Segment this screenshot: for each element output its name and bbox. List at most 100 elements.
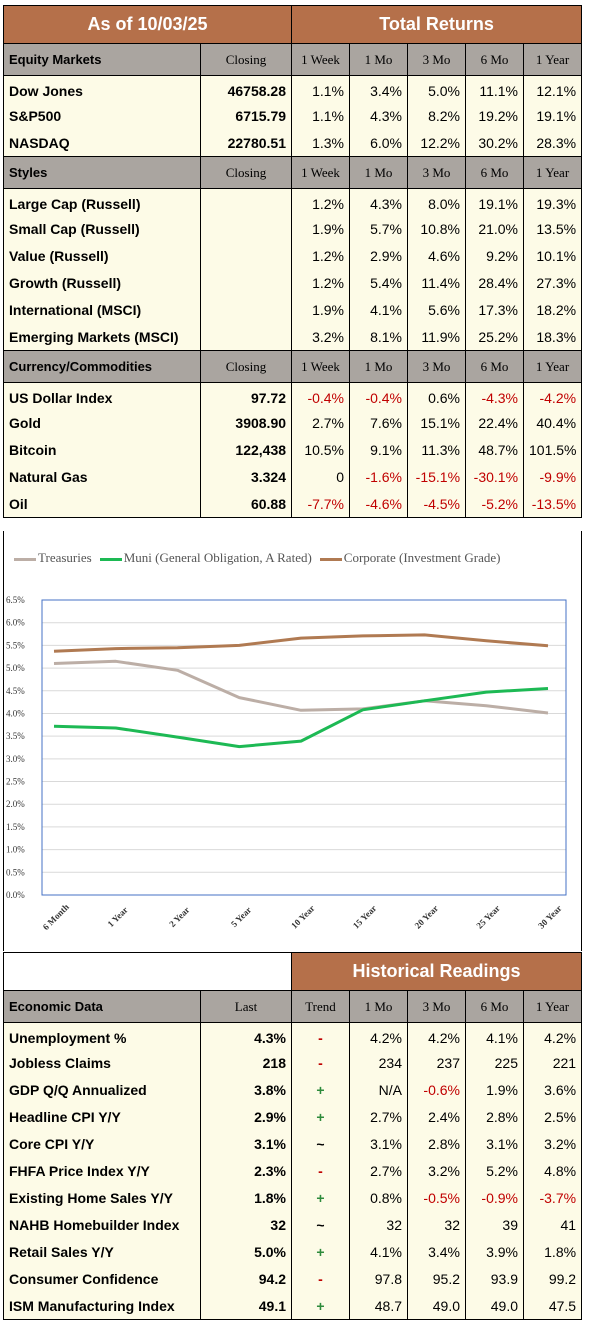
- return-value: 18.3%: [523, 323, 583, 351]
- column-header: Closing: [199, 43, 293, 76]
- column-header: 1 Year: [523, 43, 583, 76]
- return-value: 1.2%: [291, 269, 351, 297]
- return-value: -0.4%: [291, 382, 351, 410]
- trend-indicator: ~: [291, 1211, 350, 1239]
- row-label: GDP Q/Q Annualized: [3, 1076, 201, 1104]
- column-header: 3 Mo: [407, 990, 466, 1023]
- table-row: Large Cap (Russell) 1.2% 4.3% 8.0% 19.1% 19.3…: [3, 188, 583, 216]
- total-returns-title: Total Returns: [291, 5, 583, 44]
- row-label: Retail Sales Y/Y: [3, 1238, 201, 1266]
- row-label: Emerging Markets (MSCI): [3, 323, 201, 351]
- reading-value: 4.1%: [349, 1238, 408, 1266]
- return-value: 9.1%: [349, 436, 409, 464]
- return-value: 4.6%: [407, 242, 467, 270]
- column-header: 3 Mo: [407, 350, 467, 383]
- return-value: 2.7%: [291, 409, 351, 437]
- table-row: Existing Home Sales Y/Y 1.8% +0.8% -0.5% -0.…: [3, 1184, 583, 1212]
- y-tick-label: 6.0%: [6, 618, 25, 628]
- closing-value: 6715.79: [199, 102, 293, 130]
- reading-value: N/A: [349, 1076, 408, 1104]
- column-header: 6 Mo: [465, 156, 525, 189]
- reading-value: 3.6%: [522, 1076, 583, 1104]
- x-tick-label: 5 Year: [229, 905, 253, 929]
- return-value: 12.2%: [407, 129, 467, 157]
- row-label: Dow Jones: [3, 75, 201, 103]
- y-tick-label: 4.0%: [6, 708, 25, 718]
- return-value: 4.3%: [349, 188, 409, 216]
- return-value: 40.4%: [523, 409, 583, 437]
- column-header: Last: [200, 990, 292, 1023]
- row-label: Bitcoin: [3, 436, 201, 464]
- yield-chart-svg: 0.0% 0.5% 1.0% 1.5% 2.0% 2.5% 3.0% 3.5% 4.0% 4.5%…: [6, 595, 567, 932]
- return-value: 17.3%: [465, 296, 525, 324]
- row-label: Oil: [3, 490, 201, 518]
- return-value: 5.0%: [407, 75, 467, 103]
- column-header: 1 Week: [291, 156, 351, 189]
- reading-value: -3.7%: [522, 1184, 583, 1212]
- x-tick-label: 1 Year: [105, 905, 129, 929]
- reading-value: 0.8%: [349, 1184, 408, 1212]
- row-label: ISM Manufacturing Index: [3, 1292, 201, 1320]
- table-row: Dow Jones 46758.28 1.1% 3.4% 5.0% 11.1% 12.1%: [3, 75, 583, 103]
- trend-indicator: -: [291, 1157, 350, 1185]
- table-row: International (MSCI) 1.9% 4.1% 5.6% 17.3% 18.…: [3, 296, 583, 324]
- return-value: 22.4%: [465, 409, 525, 437]
- row-label: Unemployment %: [3, 1022, 201, 1050]
- reading-value: 5.2%: [465, 1157, 524, 1185]
- return-value: 13.5%: [523, 215, 583, 243]
- row-label: Large Cap (Russell): [3, 188, 201, 216]
- return-value: 101.5%: [523, 436, 583, 464]
- table-row: GDP Q/Q Annualized 3.8% + N/A -0.6% 1.9% 3.6%: [3, 1076, 583, 1104]
- return-value: 19.1%: [465, 188, 525, 216]
- return-value: -4.2%: [523, 382, 583, 410]
- plot-area-border: [41, 599, 567, 896]
- y-tick-label: 0.5%: [6, 867, 25, 877]
- section-header: Styles Closing 1 Week 1 Mo 3 Mo 6 Mo 1 Year: [3, 156, 583, 189]
- reading-value: 47.5: [522, 1292, 583, 1320]
- trend-indicator: +: [291, 1292, 350, 1320]
- column-header: 3 Mo: [407, 43, 467, 76]
- reading-value: 2.8%: [465, 1103, 524, 1131]
- column-header: 3 Mo: [407, 156, 467, 189]
- table-row: Emerging Markets (MSCI) 3.2% 8.1% 11.9% 25.2…: [3, 323, 583, 351]
- x-tick-label: 6 Month: [41, 902, 71, 932]
- y-tick-label: 1.0%: [6, 845, 25, 855]
- last-value: 218: [200, 1049, 292, 1077]
- closing-value: [199, 215, 293, 243]
- reading-value: 49.0: [465, 1292, 524, 1320]
- reading-value: 3.9%: [465, 1238, 524, 1266]
- column-header: 1 Mo: [349, 350, 409, 383]
- row-label: Headline CPI Y/Y: [3, 1103, 201, 1131]
- y-tick-label: 3.0%: [6, 754, 25, 764]
- return-value: 5.4%: [349, 269, 409, 297]
- table-row: FHFA Price Index Y/Y 2.3% -2.7% 3.2% 5.2% 4.8…: [3, 1157, 583, 1185]
- last-value: 49.1: [200, 1292, 292, 1320]
- return-value: -4.6%: [349, 490, 409, 518]
- y-tick-label: 5.5%: [6, 640, 25, 650]
- reading-value: 237: [407, 1049, 466, 1077]
- row-label: Small Cap (Russell): [3, 215, 201, 243]
- trend-indicator: +: [291, 1103, 350, 1131]
- yield-chart: Treasuries Muni (General Obligation, A Ra…: [3, 531, 582, 951]
- reading-value: 3.1%: [465, 1130, 524, 1158]
- return-value: -0.4%: [349, 382, 409, 410]
- return-value: 28.3%: [523, 129, 583, 157]
- reading-value: 99.2: [522, 1265, 583, 1293]
- closing-value: [199, 323, 293, 351]
- table-row: Oil 60.88 -7.7% -4.6% -4.5% -5.2% -13.5%: [3, 490, 583, 518]
- last-value: 4.3%: [200, 1022, 292, 1050]
- return-value: 10.8%: [407, 215, 467, 243]
- legend-label: Treasuries: [38, 550, 92, 565]
- y-tick-label: 5.0%: [6, 663, 25, 673]
- last-value: 3.8%: [200, 1076, 292, 1104]
- y-tick-label: 0.0%: [6, 890, 25, 900]
- reading-value: -0.5%: [407, 1184, 466, 1212]
- reading-value: 221: [522, 1049, 583, 1077]
- return-value: 8.2%: [407, 102, 467, 130]
- series-line: [53, 633, 549, 653]
- return-value: 15.1%: [407, 409, 467, 437]
- return-value: 0: [291, 463, 351, 491]
- reading-value: 225: [465, 1049, 524, 1077]
- reading-value: 95.2: [407, 1265, 466, 1293]
- x-tick-label: 15 Year: [351, 903, 379, 931]
